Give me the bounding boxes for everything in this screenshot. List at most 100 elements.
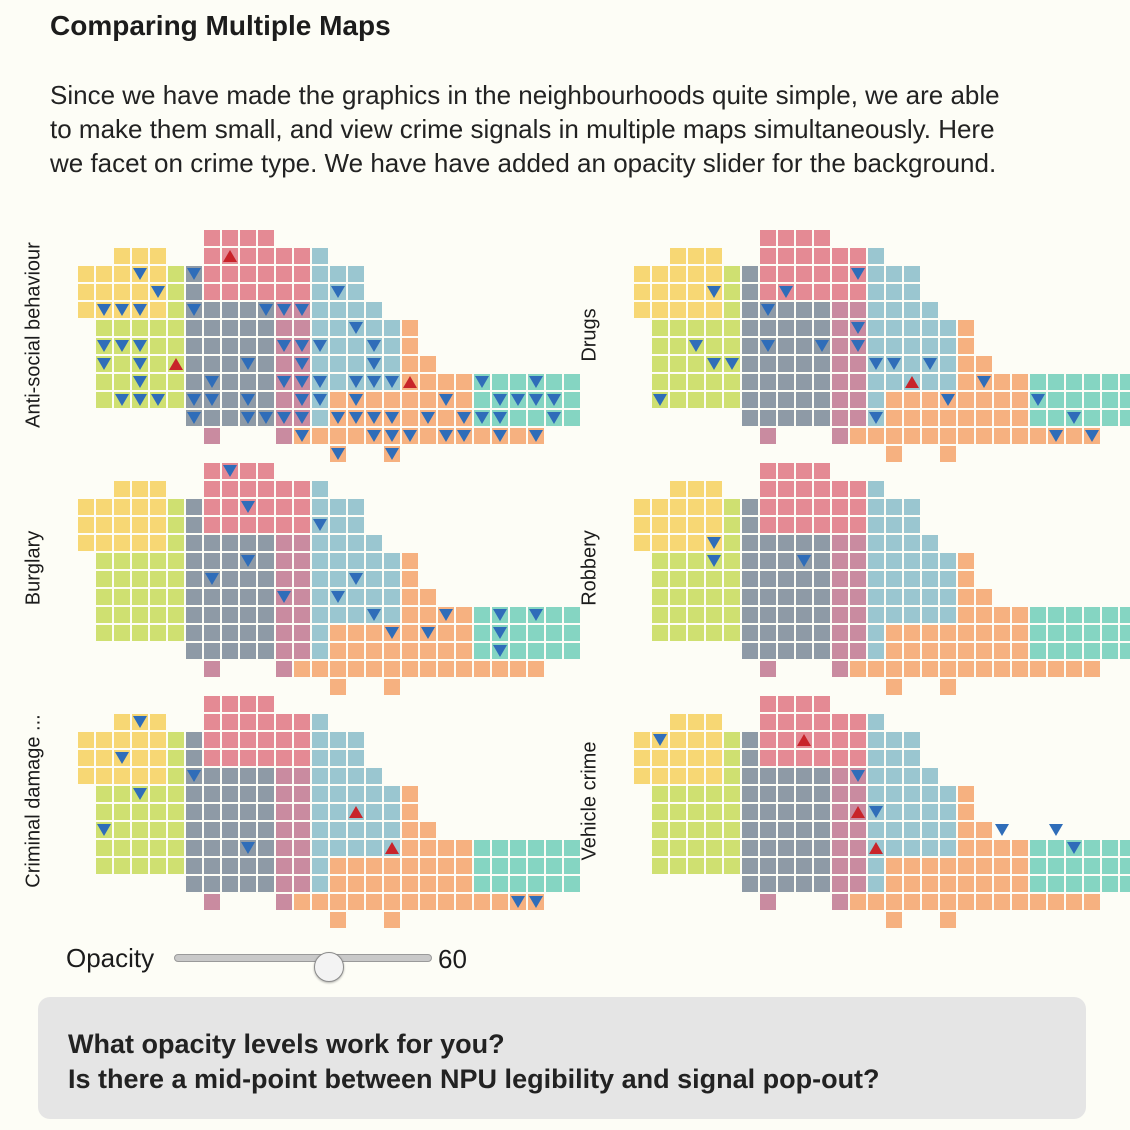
decrease-signal-marker xyxy=(869,806,883,818)
decrease-signal-marker xyxy=(97,358,111,370)
neighbourhood-cell xyxy=(204,410,220,426)
neighbourhood-cell xyxy=(294,876,310,892)
neighbourhood-cell xyxy=(402,858,418,874)
neighbourhood-cell xyxy=(886,338,902,354)
neighbourhood-cell xyxy=(814,589,830,605)
neighbourhood-cell xyxy=(976,822,992,838)
neighbourhood-cell xyxy=(366,768,382,784)
neighbourhood-cell xyxy=(186,750,202,766)
neighbourhood-cell xyxy=(778,786,794,802)
neighbourhood-cell xyxy=(742,625,758,641)
neighbourhood-cell xyxy=(886,535,902,551)
neighbourhood-cell xyxy=(1120,392,1130,408)
neighbourhood-cell xyxy=(258,696,274,712)
neighbourhood-cell xyxy=(528,858,544,874)
neighbourhood-cell xyxy=(222,392,238,408)
decrease-signal-marker xyxy=(529,430,543,442)
opacity-slider-thumb[interactable] xyxy=(313,952,344,982)
neighbourhood-cell xyxy=(688,714,704,730)
neighbourhood-cell xyxy=(1048,876,1064,892)
neighbourhood-cell xyxy=(814,374,830,390)
neighbourhood-cell xyxy=(868,768,884,784)
neighbourhood-cell xyxy=(940,571,956,587)
neighbourhood-cell xyxy=(312,625,328,641)
decrease-signal-marker xyxy=(421,627,435,639)
neighbourhood-cell xyxy=(958,840,974,856)
neighbourhood-cell xyxy=(868,643,884,659)
neighbourhood-cell xyxy=(688,804,704,820)
neighbourhood-cell xyxy=(742,822,758,838)
decrease-signal-marker xyxy=(653,394,667,406)
neighbourhood-cell xyxy=(904,571,920,587)
neighbourhood-cell xyxy=(1066,661,1082,677)
neighbourhood-cell xyxy=(294,894,310,910)
neighbourhood-cell xyxy=(366,302,382,318)
map-panel-drugs: Drugs xyxy=(576,222,1130,462)
neighbourhood-cell xyxy=(366,553,382,569)
decrease-signal-marker xyxy=(277,340,291,352)
neighbourhood-cell xyxy=(240,858,256,874)
neighbourhood-cell xyxy=(240,876,256,892)
neighbourhood-cell xyxy=(204,607,220,623)
neighbourhood-cell xyxy=(114,858,130,874)
neighbourhood-cell xyxy=(760,535,776,551)
neighbourhood-cell xyxy=(760,894,776,910)
neighbourhood-cell xyxy=(652,374,668,390)
decrease-signal-marker xyxy=(1085,430,1099,442)
neighbourhood-cell xyxy=(994,428,1010,444)
neighbourhood-cell xyxy=(510,858,526,874)
neighbourhood-cell xyxy=(348,840,364,856)
neighbourhood-cell xyxy=(832,876,848,892)
neighbourhood-cell xyxy=(258,553,274,569)
neighbourhood-cell xyxy=(904,607,920,623)
neighbourhood-cell xyxy=(546,607,562,623)
neighbourhood-cell xyxy=(742,356,758,372)
intro-line: we facet on crime type. We have have add… xyxy=(50,148,997,178)
neighbourhood-cell xyxy=(330,517,346,533)
neighbourhood-cell xyxy=(886,643,902,659)
neighbourhood-cell xyxy=(150,732,166,748)
neighbourhood-cell xyxy=(222,553,238,569)
neighbourhood-cell xyxy=(168,786,184,802)
neighbourhood-cell xyxy=(222,410,238,426)
neighbourhood-cell xyxy=(168,589,184,605)
neighbourhood-cell xyxy=(850,589,866,605)
neighbourhood-cell xyxy=(312,410,328,426)
neighbourhood-cell xyxy=(850,410,866,426)
neighbourhood-cell xyxy=(294,553,310,569)
neighbourhood-cell xyxy=(276,661,292,677)
decrease-signal-marker xyxy=(133,376,147,388)
decrease-signal-marker xyxy=(151,286,165,298)
decrease-signal-marker xyxy=(187,268,201,280)
neighbourhood-cell xyxy=(402,876,418,892)
neighbourhood-cell xyxy=(1066,428,1082,444)
neighbourhood-cell xyxy=(78,302,94,318)
neighbourhood-cell xyxy=(904,894,920,910)
opacity-slider-track[interactable] xyxy=(174,952,432,982)
neighbourhood-cell xyxy=(1048,607,1064,623)
neighbourhood-cell xyxy=(688,320,704,336)
neighbourhood-cell xyxy=(814,463,830,479)
neighbourhood-cell xyxy=(96,517,112,533)
neighbourhood-cell xyxy=(958,858,974,874)
neighbourhood-cell xyxy=(940,840,956,856)
neighbourhood-cell xyxy=(96,804,112,820)
neighbourhood-cell xyxy=(258,768,274,784)
neighbourhood-cell xyxy=(814,517,830,533)
neighbourhood-cell xyxy=(150,266,166,282)
neighbourhood-cell xyxy=(796,822,812,838)
neighbourhood-cell xyxy=(886,589,902,605)
decrease-signal-marker xyxy=(493,412,507,424)
neighbourhood-cell xyxy=(294,786,310,802)
neighbourhood-cell xyxy=(688,499,704,515)
neighbourhood-cell xyxy=(204,732,220,748)
neighbourhood-cell xyxy=(348,535,364,551)
neighbourhood-cell xyxy=(456,858,472,874)
increase-signal-marker xyxy=(349,806,363,818)
neighbourhood-cell xyxy=(546,858,562,874)
neighbourhood-cell xyxy=(222,320,238,336)
neighbourhood-cell xyxy=(348,876,364,892)
neighbourhood-cell xyxy=(312,822,328,838)
neighbourhood-cell xyxy=(796,589,812,605)
neighbourhood-cell xyxy=(940,679,956,695)
